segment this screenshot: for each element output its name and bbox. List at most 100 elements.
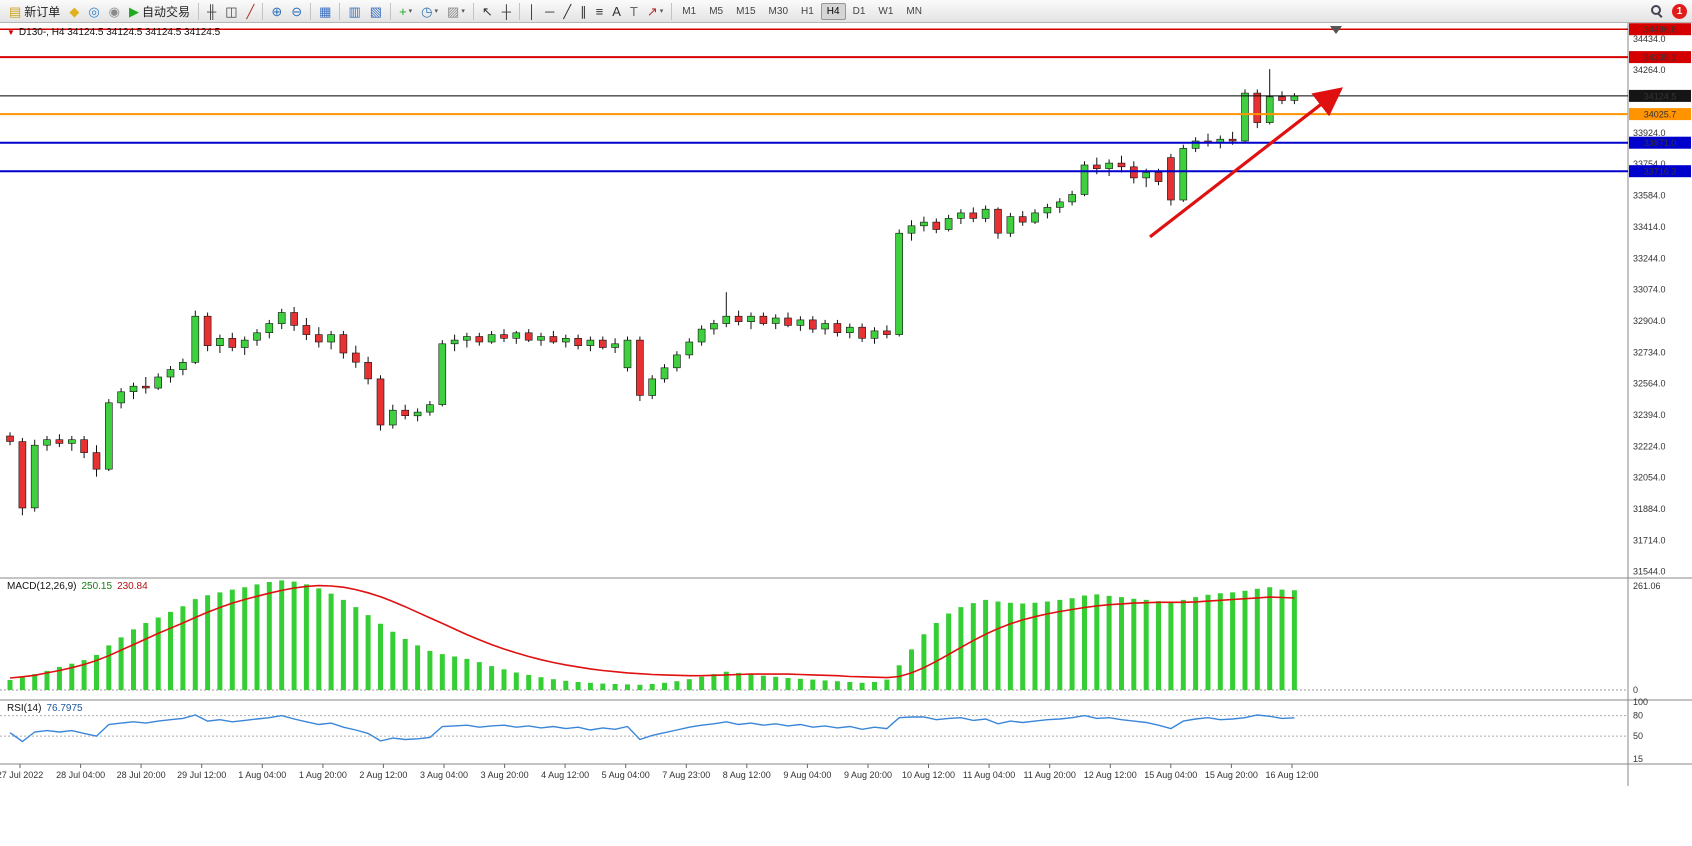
svg-text:5 Aug 04:00: 5 Aug 04:00: [602, 770, 650, 780]
arrows-button[interactable]: ↗ ▾: [643, 1, 667, 22]
toolbar-separator: [390, 2, 392, 20]
mobile-terminal-button[interactable]: ◉: [105, 1, 124, 22]
periods-button[interactable]: ◷ ▾: [417, 1, 442, 22]
search-button[interactable]: [1647, 1, 1667, 22]
channel-icon: ∥: [580, 3, 587, 19]
linechart-icon: ╱: [246, 3, 255, 19]
svg-text:7 Aug 23:00: 7 Aug 23:00: [662, 770, 710, 780]
macd-name: MACD(12,26,9): [7, 581, 77, 592]
rsi-value: 76.7975: [46, 703, 83, 714]
text-icon: A: [612, 3, 621, 19]
timeframe-m1-button[interactable]: M1: [682, 5, 697, 17]
svg-text:34434.0: 34434.0: [1633, 34, 1666, 44]
timeframe-m30-button[interactable]: M30: [768, 5, 788, 17]
toolbar-separator: [339, 2, 341, 20]
line-chart-button[interactable]: ╱: [243, 1, 259, 22]
zoom-in-button[interactable]: ⊕: [267, 1, 286, 22]
timeframe-d1-button[interactable]: D1: [852, 5, 866, 17]
trend-arrow-drawing[interactable]: [1149, 87, 1344, 239]
svg-text:34335.1: 34335.1: [1644, 53, 1677, 63]
bar-chart-button[interactable]: ╫: [203, 1, 220, 22]
text-button[interactable]: A: [608, 1, 625, 22]
svg-text:32394.0: 32394.0: [1633, 410, 1666, 420]
chart-shift-marker-icon[interactable]: [1330, 26, 1342, 34]
zoom-in-icon: ⊕: [271, 3, 283, 19]
vline-icon: │: [527, 3, 537, 19]
horizontal-line-button[interactable]: ─: [541, 1, 558, 22]
svg-text:31714.0: 31714.0: [1633, 535, 1666, 545]
svg-text:31544.0: 31544.0: [1633, 567, 1666, 577]
autotrading-button-label: 自动交易: [142, 4, 191, 19]
autotrade-icon: ▶: [129, 3, 139, 19]
zoom-out-button[interactable]: ⊖: [287, 1, 306, 22]
svg-text:1 Aug 20:00: 1 Aug 20:00: [299, 770, 347, 780]
new-order-icon: ▤: [9, 3, 22, 19]
notification-badge[interactable]: 1: [1672, 3, 1687, 19]
symbol-marker-icon: ▼: [7, 28, 15, 37]
auto-arrange-button[interactable]: ▥: [344, 1, 364, 22]
crosshair-button[interactable]: ┼: [498, 1, 515, 22]
svg-text:33584.0: 33584.0: [1633, 191, 1666, 201]
svg-text:33414.0: 33414.0: [1633, 222, 1666, 232]
tline-icon: ╱: [563, 3, 572, 19]
vertical-line-button[interactable]: │: [524, 1, 540, 22]
svg-text:32564.0: 32564.0: [1633, 379, 1666, 389]
crosshair-icon: ┼: [501, 3, 511, 19]
svg-text:32734.0: 32734.0: [1633, 347, 1666, 357]
svg-text:34486.6: 34486.6: [1644, 25, 1677, 35]
svg-text:4 Aug 12:00: 4 Aug 12:00: [541, 770, 589, 780]
tile-windows-button[interactable]: ▦: [315, 1, 335, 22]
chart-shift-button[interactable]: ▧: [366, 1, 386, 22]
equidistant-channel-button[interactable]: ∥: [576, 1, 591, 22]
svg-text:16 Aug 12:00: 16 Aug 12:00: [1265, 770, 1318, 780]
svg-text:33716.3: 33716.3: [1644, 167, 1677, 177]
svg-text:10 Aug 12:00: 10 Aug 12:00: [902, 770, 955, 780]
svg-text:3 Aug 04:00: 3 Aug 04:00: [420, 770, 468, 780]
timeframe-m15-button[interactable]: M15: [736, 5, 756, 17]
svg-text:3 Aug 20:00: 3 Aug 20:00: [481, 770, 529, 780]
svg-text:31884.0: 31884.0: [1633, 504, 1666, 514]
svg-text:1 Aug 04:00: 1 Aug 04:00: [238, 770, 286, 780]
timeframe-m5-button[interactable]: M5: [709, 5, 724, 17]
svg-text:80: 80: [1633, 711, 1643, 721]
candlestick-chart-button[interactable]: ◫: [221, 1, 241, 22]
svg-text:28 Jul 04:00: 28 Jul 04:00: [56, 770, 105, 780]
shift-icon: ▧: [369, 3, 383, 19]
candlestick-series: [6, 69, 1299, 516]
market-depth-button[interactable]: ◎: [84, 1, 103, 22]
text-label-button[interactable]: T: [626, 1, 642, 22]
trendline-button[interactable]: ╱: [559, 1, 575, 22]
svg-text:0: 0: [1633, 685, 1638, 695]
timeframe-h4-button[interactable]: H4: [820, 2, 846, 20]
templates-button[interactable]: ▨ ▾: [443, 1, 469, 22]
timeframe-mn-button[interactable]: MN: [906, 5, 922, 17]
toolbar-separator: [262, 2, 264, 20]
cursor-button[interactable]: ↖: [478, 1, 497, 22]
svg-text:33074.0: 33074.0: [1633, 285, 1666, 295]
candles-icon: ◫: [225, 3, 238, 19]
metaeditor-button[interactable]: ◆: [65, 1, 83, 22]
time-axis[interactable]: 27 Jul 2022 28 Jul 04:00 28 Jul 20:00 29 Ju…: [0, 764, 1319, 780]
indicators-button[interactable]: + ▾: [395, 1, 416, 22]
autotrading-button[interactable]: ▶ 自动交易: [125, 1, 194, 22]
fibonacci-button[interactable]: ≡: [592, 1, 608, 22]
toolbar-separator: [310, 2, 312, 20]
macd-pane: [0, 580, 1628, 691]
chevron-down-icon: ▾: [461, 8, 465, 15]
svg-text:32904.0: 32904.0: [1633, 316, 1666, 326]
rsi-pane: [0, 714, 1628, 743]
timeframe-h1-button[interactable]: H1: [801, 5, 814, 17]
price-axis[interactable]: 34434.0 34264.0 33924.0 33754.0 33584.0 33414…: [1629, 23, 1691, 764]
svg-text:32054.0: 32054.0: [1633, 473, 1666, 483]
svg-text:100: 100: [1633, 697, 1648, 707]
toolbar-separator: [198, 2, 200, 20]
chevron-down-icon: ▾: [408, 8, 413, 15]
svg-text:34124.5: 34124.5: [1644, 91, 1677, 101]
svg-text:33244.0: 33244.0: [1633, 253, 1666, 263]
new-order-button[interactable]: ▤ 新订单: [5, 1, 64, 22]
timeframe-w1-button[interactable]: W1: [878, 5, 894, 17]
horizontal-level-lines[interactable]: [0, 28, 1628, 173]
svg-text:32224.0: 32224.0: [1633, 441, 1666, 451]
svg-text:9 Aug 20:00: 9 Aug 20:00: [844, 770, 892, 780]
